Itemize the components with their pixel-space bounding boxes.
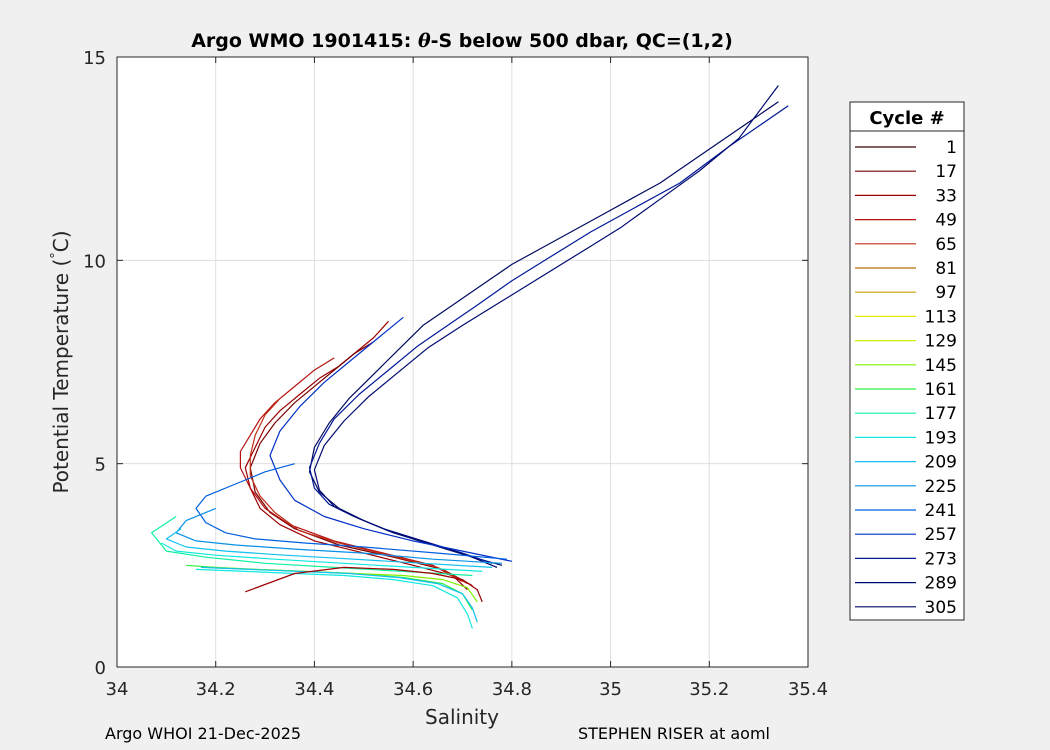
legend-label: 193 <box>925 428 957 448</box>
plot-border <box>116 56 809 668</box>
y-tick-label: 10 <box>83 251 106 272</box>
chart-title-theta: θ <box>418 30 431 52</box>
legend-items: 1 17 33 49 65 81 97 113 129 145 161 177 193 209 225 241… <box>855 138 957 618</box>
legend-label: 1 <box>946 138 957 158</box>
x-axis-label: Salinity <box>425 705 499 729</box>
y-tick-label: 15 <box>83 48 106 69</box>
x-tick-label: 34 <box>106 679 129 700</box>
x-tick-label: 34.2 <box>196 679 236 700</box>
legend: Cycle # 1 17 33 49 65 81 97 113 129 145 161 177 193 2… <box>849 101 965 621</box>
series-line <box>151 515 473 577</box>
series-line <box>195 463 507 560</box>
y-axis-label-unit: C) <box>49 230 73 252</box>
x-tick-label: 35.2 <box>689 679 729 700</box>
legend-label: 273 <box>925 549 957 569</box>
series-line <box>239 357 463 583</box>
series-line <box>245 566 483 603</box>
legend-label: 305 <box>925 598 957 618</box>
x-tick-label: 35 <box>599 679 622 700</box>
legend-label: 161 <box>925 380 957 400</box>
y-tick-label: 0 <box>95 658 106 679</box>
chart-title: Argo WMO 1901415: θ-S below 500 dbar, QC… <box>191 30 733 52</box>
y-axis-label: Potential Temperature (°C) <box>49 230 73 493</box>
chart-title-prefix: Argo WMO 1901415: <box>191 30 418 52</box>
legend-title: Cycle # <box>869 108 944 129</box>
legend-label: 145 <box>925 356 957 376</box>
legend-label: 209 <box>925 453 957 473</box>
x-tick-label: 34.4 <box>294 679 334 700</box>
y-axis-label-main: Potential Temperature ( <box>49 259 73 494</box>
series-line <box>200 566 478 623</box>
series-line <box>161 542 483 572</box>
series-group <box>151 85 789 629</box>
y-axis-ticks: 0 5 10 15 <box>83 48 808 679</box>
legend-label: 225 <box>925 477 957 497</box>
x-tick-label: 35.4 <box>788 679 828 700</box>
series-line <box>269 316 513 562</box>
legend-label: 33 <box>935 186 957 206</box>
y-tick-label: 5 <box>95 455 106 476</box>
legend-label: 289 <box>925 574 957 594</box>
legend-label: 65 <box>935 235 957 255</box>
y-axis-label-deg: ° <box>49 252 64 259</box>
legend-label: 241 <box>925 501 957 521</box>
x-tick-label: 34.8 <box>492 679 532 700</box>
legend-label: 113 <box>925 307 957 327</box>
x-axis-ticks: 34 34.2 34.4 34.6 34.8 35 35.2 35.4 <box>106 57 828 700</box>
x-tick-label: 34.6 <box>393 679 433 700</box>
legend-label: 17 <box>935 162 957 182</box>
series-line <box>249 398 468 585</box>
series-line <box>195 568 473 629</box>
legend-label: 257 <box>925 525 957 545</box>
series-line <box>165 528 493 568</box>
series-line <box>175 507 503 564</box>
legend-label: 129 <box>925 332 957 352</box>
legend-label: 177 <box>925 404 957 424</box>
footer-left: Argo WHOI 21-Dec-2025 <box>105 724 302 743</box>
legend-label: 49 <box>935 211 957 231</box>
series-line <box>313 85 779 568</box>
legend-label: 97 <box>935 283 957 303</box>
chart-title-suffix: -S below 500 dbar, QC=(1,2) <box>431 30 733 52</box>
legend-label: 81 <box>935 259 957 279</box>
footer-right: STEPHEN RISER at aoml <box>578 724 770 743</box>
